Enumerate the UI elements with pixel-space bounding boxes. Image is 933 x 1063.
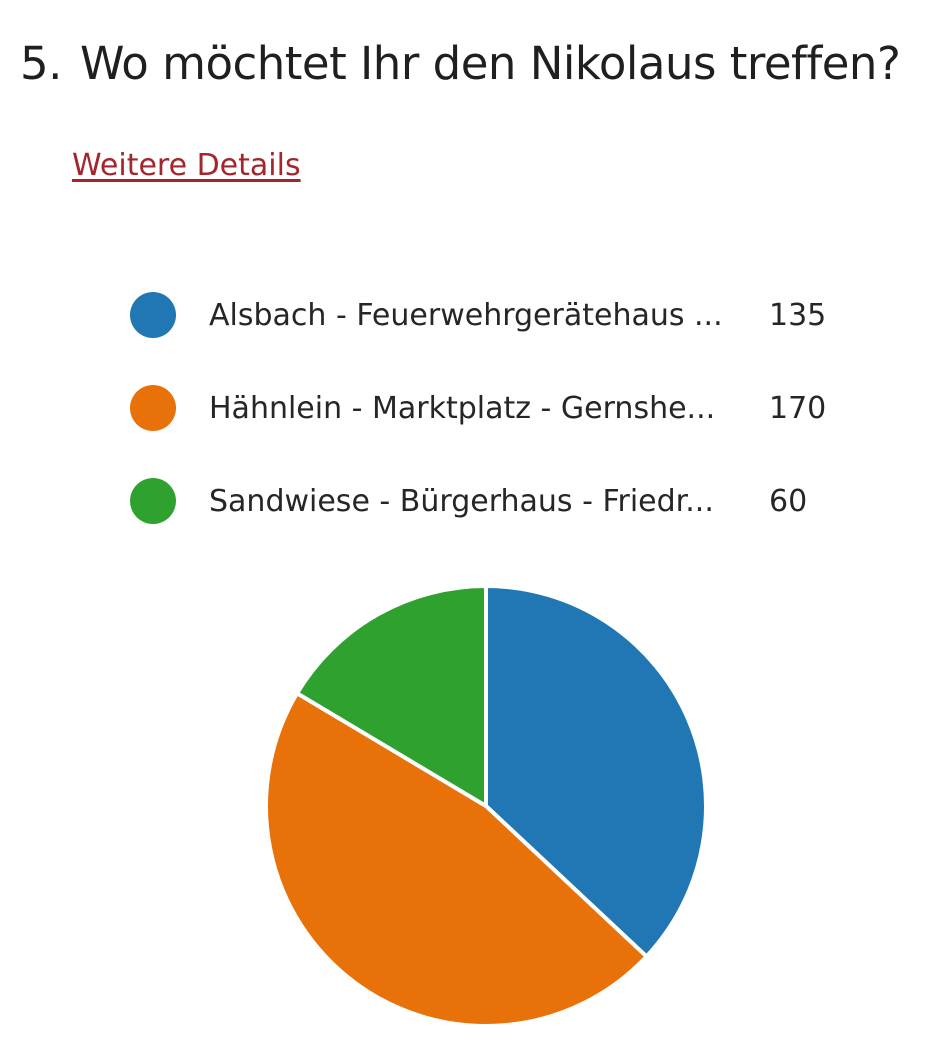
more-details-link[interactable]: Weitere Details xyxy=(72,148,301,183)
pie-chart-svg xyxy=(264,584,708,1028)
legend-label: Hähnlein - Marktplatz - Gernshe... xyxy=(209,390,716,426)
legend-label: Alsbach - Feuerwehrgerätehaus ... xyxy=(209,297,723,333)
legend-count: 170 xyxy=(769,390,827,426)
question-title: 5. Wo möchtet Ihr den Nikolaus treffen? xyxy=(20,34,901,94)
legend-color-swatch xyxy=(130,292,176,338)
legend-label: Sandwiese - Bürgerhaus - Friedr... xyxy=(209,483,714,519)
question-number: 5. xyxy=(20,37,62,90)
legend-item: Hähnlein - Marktplatz - Gernshe... 170 xyxy=(130,385,826,431)
chart-legend: Alsbach - Feuerwehrgerätehaus ... 135 Hä… xyxy=(130,292,826,524)
legend-color-swatch xyxy=(130,478,176,524)
legend-color-swatch xyxy=(130,385,176,431)
pie-slice[interactable] xyxy=(264,691,649,1028)
pie-slice[interactable] xyxy=(484,584,708,959)
legend-item: Sandwiese - Bürgerhaus - Friedr... 60 xyxy=(130,478,807,524)
legend-count: 135 xyxy=(769,297,827,333)
question-text: Wo möchtet Ihr den Nikolaus treffen? xyxy=(79,37,901,90)
pie-slice[interactable] xyxy=(295,584,488,808)
legend-count: 60 xyxy=(769,483,808,519)
pie-chart xyxy=(262,582,710,1030)
legend-item: Alsbach - Feuerwehrgerätehaus ... 135 xyxy=(130,292,826,338)
